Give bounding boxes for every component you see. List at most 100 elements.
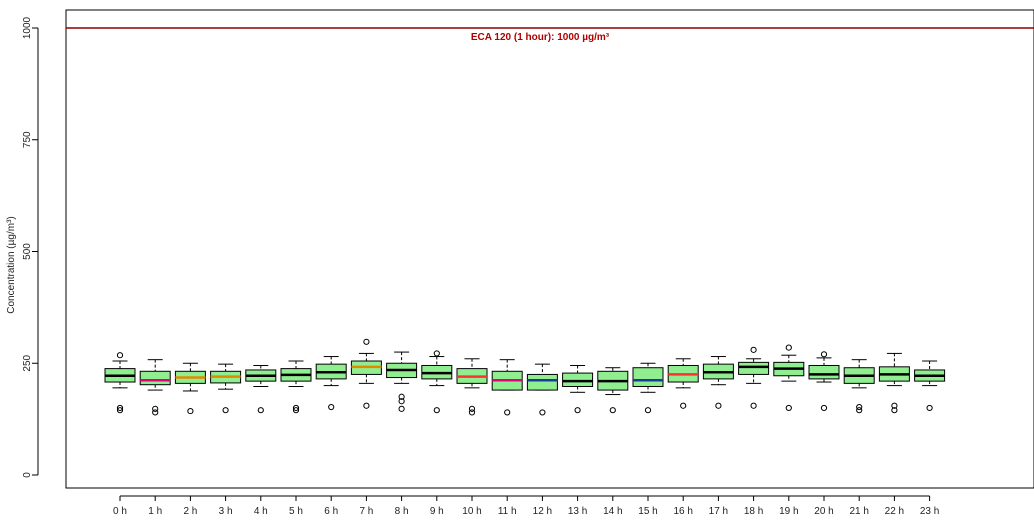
x-tick-label: 2 h [183, 506, 197, 517]
outlier-point [856, 407, 863, 414]
box-22 [878, 352, 910, 414]
x-tick-label: 20 h [814, 506, 833, 517]
reference-line-group: ECA 120 (1 hour): 1000 µg/m³ [66, 27, 1034, 43]
outlier-point [363, 338, 370, 345]
outlier-point [680, 402, 687, 409]
box-2 [174, 362, 206, 415]
y-tick-label: 1000 [22, 16, 33, 39]
x-tick-label: 23 h [920, 506, 939, 517]
outlier-point [398, 393, 405, 400]
outlier-point [856, 403, 863, 411]
y-tick-label: 500 [22, 243, 33, 260]
x-tick-label: 11 h [498, 506, 517, 517]
box-20 [808, 351, 840, 412]
outlier-point [292, 407, 300, 414]
box-11 [491, 359, 523, 416]
box-13 [562, 364, 594, 414]
box-17 [702, 356, 734, 409]
outlier-point [785, 344, 792, 351]
x-tick-label: 15 h [638, 506, 657, 517]
box-23 [914, 360, 946, 412]
box-21 [843, 359, 875, 414]
x-tick-label: 3 h [219, 506, 233, 517]
outlier-point [574, 407, 581, 414]
box-7 [350, 338, 382, 409]
box-iqr [139, 370, 171, 386]
box-19 [773, 344, 805, 412]
box-15 [632, 362, 664, 414]
outlier-point [468, 409, 476, 416]
outlier-point [504, 409, 511, 416]
y-tick-label: 250 [22, 354, 33, 371]
box-iqr [808, 364, 840, 380]
reference-line-label: ECA 120 (1 hour): 1000 µg/m³ [471, 32, 610, 43]
x-tick-label: 6 h [324, 506, 338, 517]
outlier-point [187, 407, 194, 415]
box-4 [245, 364, 277, 414]
outlier-point [398, 398, 405, 405]
box-5 [280, 360, 312, 414]
box-12 [526, 363, 558, 416]
box-iqr [738, 361, 770, 375]
box-10 [456, 358, 488, 416]
outlier-point [891, 407, 898, 414]
outlier-point [644, 407, 652, 414]
x-tick-label: 5 h [289, 506, 303, 517]
y-tick-label: 0 [22, 472, 33, 478]
outlier-point [257, 407, 264, 414]
outlier-point [785, 404, 792, 412]
x-tick-label: 0 h [113, 506, 127, 517]
outlier-point [609, 407, 616, 414]
box-iqr [562, 372, 594, 387]
y-tick-label: 750 [22, 131, 33, 148]
box-18 [738, 346, 770, 409]
x-axis: 0 h 1 h 2 h 3 h 4 h 5 h 6 h 7 h 8 h 9 h 10 h 11 h 12… [113, 495, 939, 517]
box-8 [386, 351, 418, 412]
box-1 [139, 359, 171, 416]
plot-area-frame [65, 9, 1034, 489]
box-0 [104, 352, 136, 414]
outlier-point [328, 403, 335, 411]
x-tick-label: 19 h [779, 506, 798, 517]
outlier-point [468, 405, 476, 412]
outlier-point [750, 346, 757, 353]
x-tick-label: 17 h [709, 506, 728, 517]
outlier-point [433, 350, 440, 357]
outlier-point [222, 407, 229, 414]
x-tick-label: 10 h [462, 506, 481, 517]
outlier-point [398, 405, 405, 412]
outlier-point [152, 405, 159, 412]
box-14 [597, 367, 629, 414]
box-3 [210, 363, 242, 414]
x-tick-label: 21 h [849, 506, 868, 517]
outlier-point [539, 409, 546, 416]
box-6 [315, 356, 347, 411]
outlier-point [116, 404, 124, 412]
box-9 [421, 350, 453, 414]
x-tick-label: 1 h [148, 506, 162, 517]
x-tick-label: 8 h [395, 506, 409, 517]
y-axis: 0 250 500 750 1000 [22, 16, 39, 478]
y-axis-title: Concentration (µg/m³) [6, 216, 17, 313]
outlier-point [820, 404, 828, 412]
outlier-point [152, 409, 159, 416]
outlier-point [292, 404, 300, 412]
box-iqr [632, 367, 664, 387]
outlier-point [820, 351, 828, 358]
outlier-point [433, 407, 440, 414]
x-tick-label: 16 h [673, 506, 692, 517]
outlier-point [116, 352, 124, 359]
outlier-point [926, 404, 933, 412]
x-tick-label: 14 h [603, 506, 622, 517]
outlier-point [715, 402, 722, 409]
x-tick-label: 7 h [359, 506, 373, 517]
x-tick-label: 12 h [533, 506, 552, 517]
x-tick-label: 13 h [568, 506, 587, 517]
x-tick-label: 9 h [430, 506, 444, 517]
x-tick-label: 18 h [744, 506, 763, 517]
outlier-point [750, 402, 757, 409]
box-16 [667, 358, 699, 409]
outlier-point [363, 402, 370, 409]
x-tick-label: 4 h [254, 506, 268, 517]
